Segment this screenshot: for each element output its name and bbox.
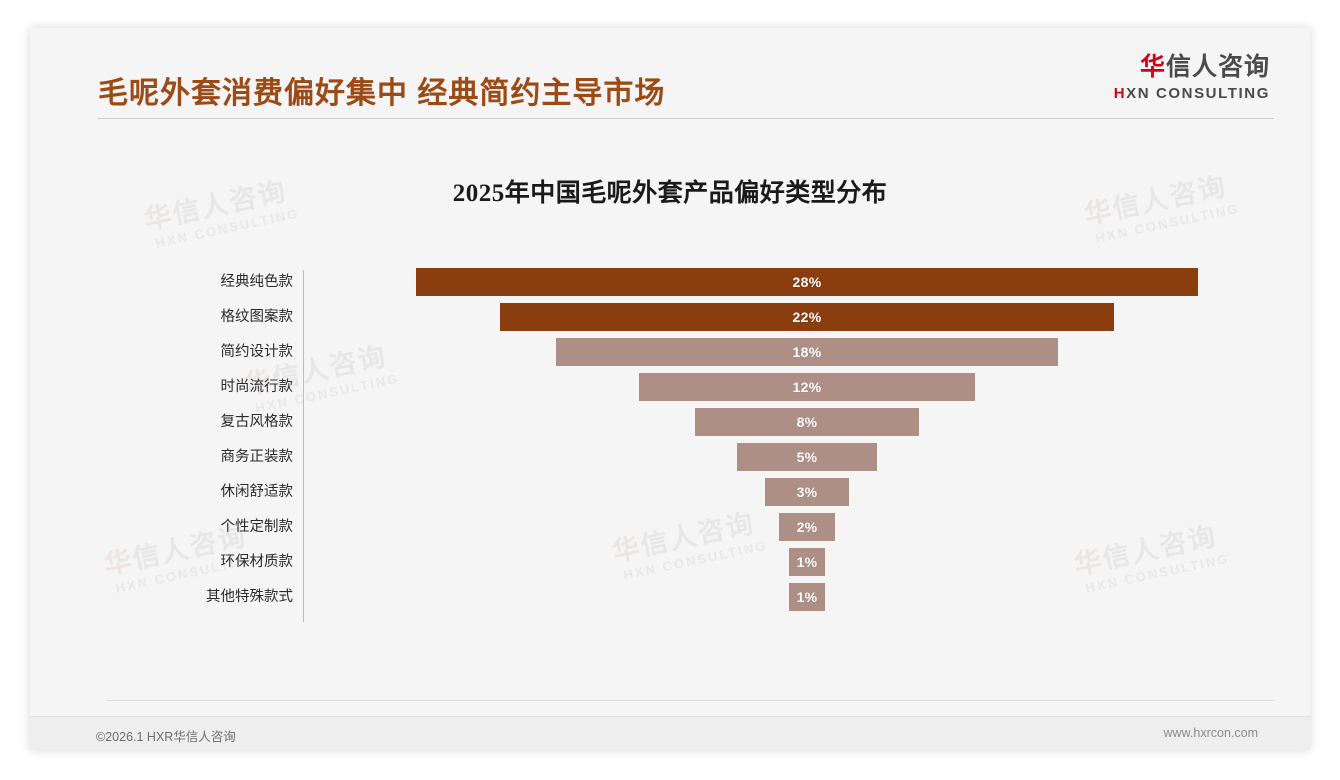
footer-divider xyxy=(106,700,1274,701)
bar[interactable]: 3% xyxy=(765,478,849,506)
bar-track: 1% xyxy=(304,583,1310,611)
bar[interactable]: 12% xyxy=(639,373,975,401)
bar-category-label: 格纹图案款 xyxy=(220,309,294,325)
bar-value-label: 12% xyxy=(792,379,822,395)
footer-bar: ©2026.1 HXR华信人咨询 www.hxrcon.com xyxy=(30,716,1310,750)
bar-row: 个性定制款 2% xyxy=(30,513,1310,541)
bar-value-label: 22% xyxy=(792,309,822,325)
category-axis-line xyxy=(303,270,304,622)
bar-value-label: 5% xyxy=(796,449,818,465)
bar-category-label: 个性定制款 xyxy=(220,519,294,535)
bar-value-label: 3% xyxy=(796,484,818,500)
funnel-bar-chart: 经典纯色款 28% 格纹图案款 22% 简约设计款 18% 时尚流行款 12% 复古风格款 8% 商… xyxy=(30,268,1310,658)
bar-value-label: 2% xyxy=(796,519,818,535)
logo-en-text: XN CONSULTING xyxy=(1126,85,1270,102)
bar-row: 时尚流行款 12% xyxy=(30,373,1310,401)
bar[interactable]: 2% xyxy=(779,513,835,541)
bar-row: 经典纯色款 28% xyxy=(30,268,1310,296)
bar-row: 格纹图案款 22% xyxy=(30,303,1310,331)
bar[interactable]: 1% xyxy=(789,583,825,611)
bar-track: 3% xyxy=(304,478,1310,506)
bar-category-label: 休闲舒适款 xyxy=(220,484,294,500)
bar-category-label: 经典纯色款 xyxy=(220,274,294,290)
bar-track: 22% xyxy=(304,303,1310,331)
bar-value-label: 1% xyxy=(796,554,818,570)
slide-header: 毛呢外套消费偏好集中 经典简约主导市场 华信人咨询 HXN CONSULTING xyxy=(30,28,1310,120)
bar-category-label: 其他特殊款式 xyxy=(206,589,293,605)
header-divider xyxy=(98,118,1274,119)
bar-track: 28% xyxy=(304,268,1310,296)
bar-row: 简约设计款 18% xyxy=(30,338,1310,366)
bar-row: 休闲舒适款 3% xyxy=(30,478,1310,506)
bar-track: 2% xyxy=(304,513,1310,541)
bar-category-label: 复古风格款 xyxy=(220,414,294,430)
bar-category-label: 环保材质款 xyxy=(220,554,294,570)
bar[interactable]: 5% xyxy=(737,443,877,471)
bar-track: 12% xyxy=(304,373,1310,401)
bar[interactable]: 22% xyxy=(499,303,1115,331)
bar-row: 商务正装款 5% xyxy=(30,443,1310,471)
bar-category-label: 简约设计款 xyxy=(220,344,294,360)
bar-category-label: 商务正装款 xyxy=(220,449,294,465)
slide-canvas: 华信人咨询 HXN CONSULTING 华信人咨询 HXN CONSULTIN… xyxy=(30,28,1310,750)
bar[interactable]: 1% xyxy=(789,548,825,576)
bar[interactable]: 18% xyxy=(555,338,1059,366)
bar[interactable]: 28% xyxy=(416,268,1198,296)
bar-row: 其他特殊款式 1% xyxy=(30,583,1310,611)
bar-track: 5% xyxy=(304,443,1310,471)
logo-cn-text: 信人咨询 xyxy=(1165,53,1270,81)
bar-value-label: 18% xyxy=(792,344,822,360)
bar-category-label: 时尚流行款 xyxy=(220,379,294,395)
copyright-text: ©2026.1 HXR华信人咨询 xyxy=(96,730,236,744)
page-title: 毛呢外套消费偏好集中 经典简约主导市场 xyxy=(98,77,666,110)
bar[interactable]: 8% xyxy=(695,408,919,436)
logo-en-accent-char: H xyxy=(1113,85,1127,102)
website-text: www.hxrcon.com xyxy=(1163,726,1258,740)
logo-accent-char: 华 xyxy=(1139,53,1166,81)
bar-track: 1% xyxy=(304,548,1310,576)
watermark-en-text: HXN CONSULTING xyxy=(154,205,301,251)
bar-value-label: 28% xyxy=(792,274,822,290)
chart-title: 2025年中国毛呢外套产品偏好类型分布 xyxy=(452,180,888,207)
bar-row: 复古风格款 8% xyxy=(30,408,1310,436)
brand-logo: 华信人咨询 HXN CONSULTING xyxy=(1113,53,1270,102)
bar-track: 8% xyxy=(304,408,1310,436)
bar-row: 环保材质款 1% xyxy=(30,548,1310,576)
bar-value-label: 1% xyxy=(796,589,818,605)
bar-value-label: 8% xyxy=(796,414,818,430)
bar-track: 18% xyxy=(304,338,1310,366)
